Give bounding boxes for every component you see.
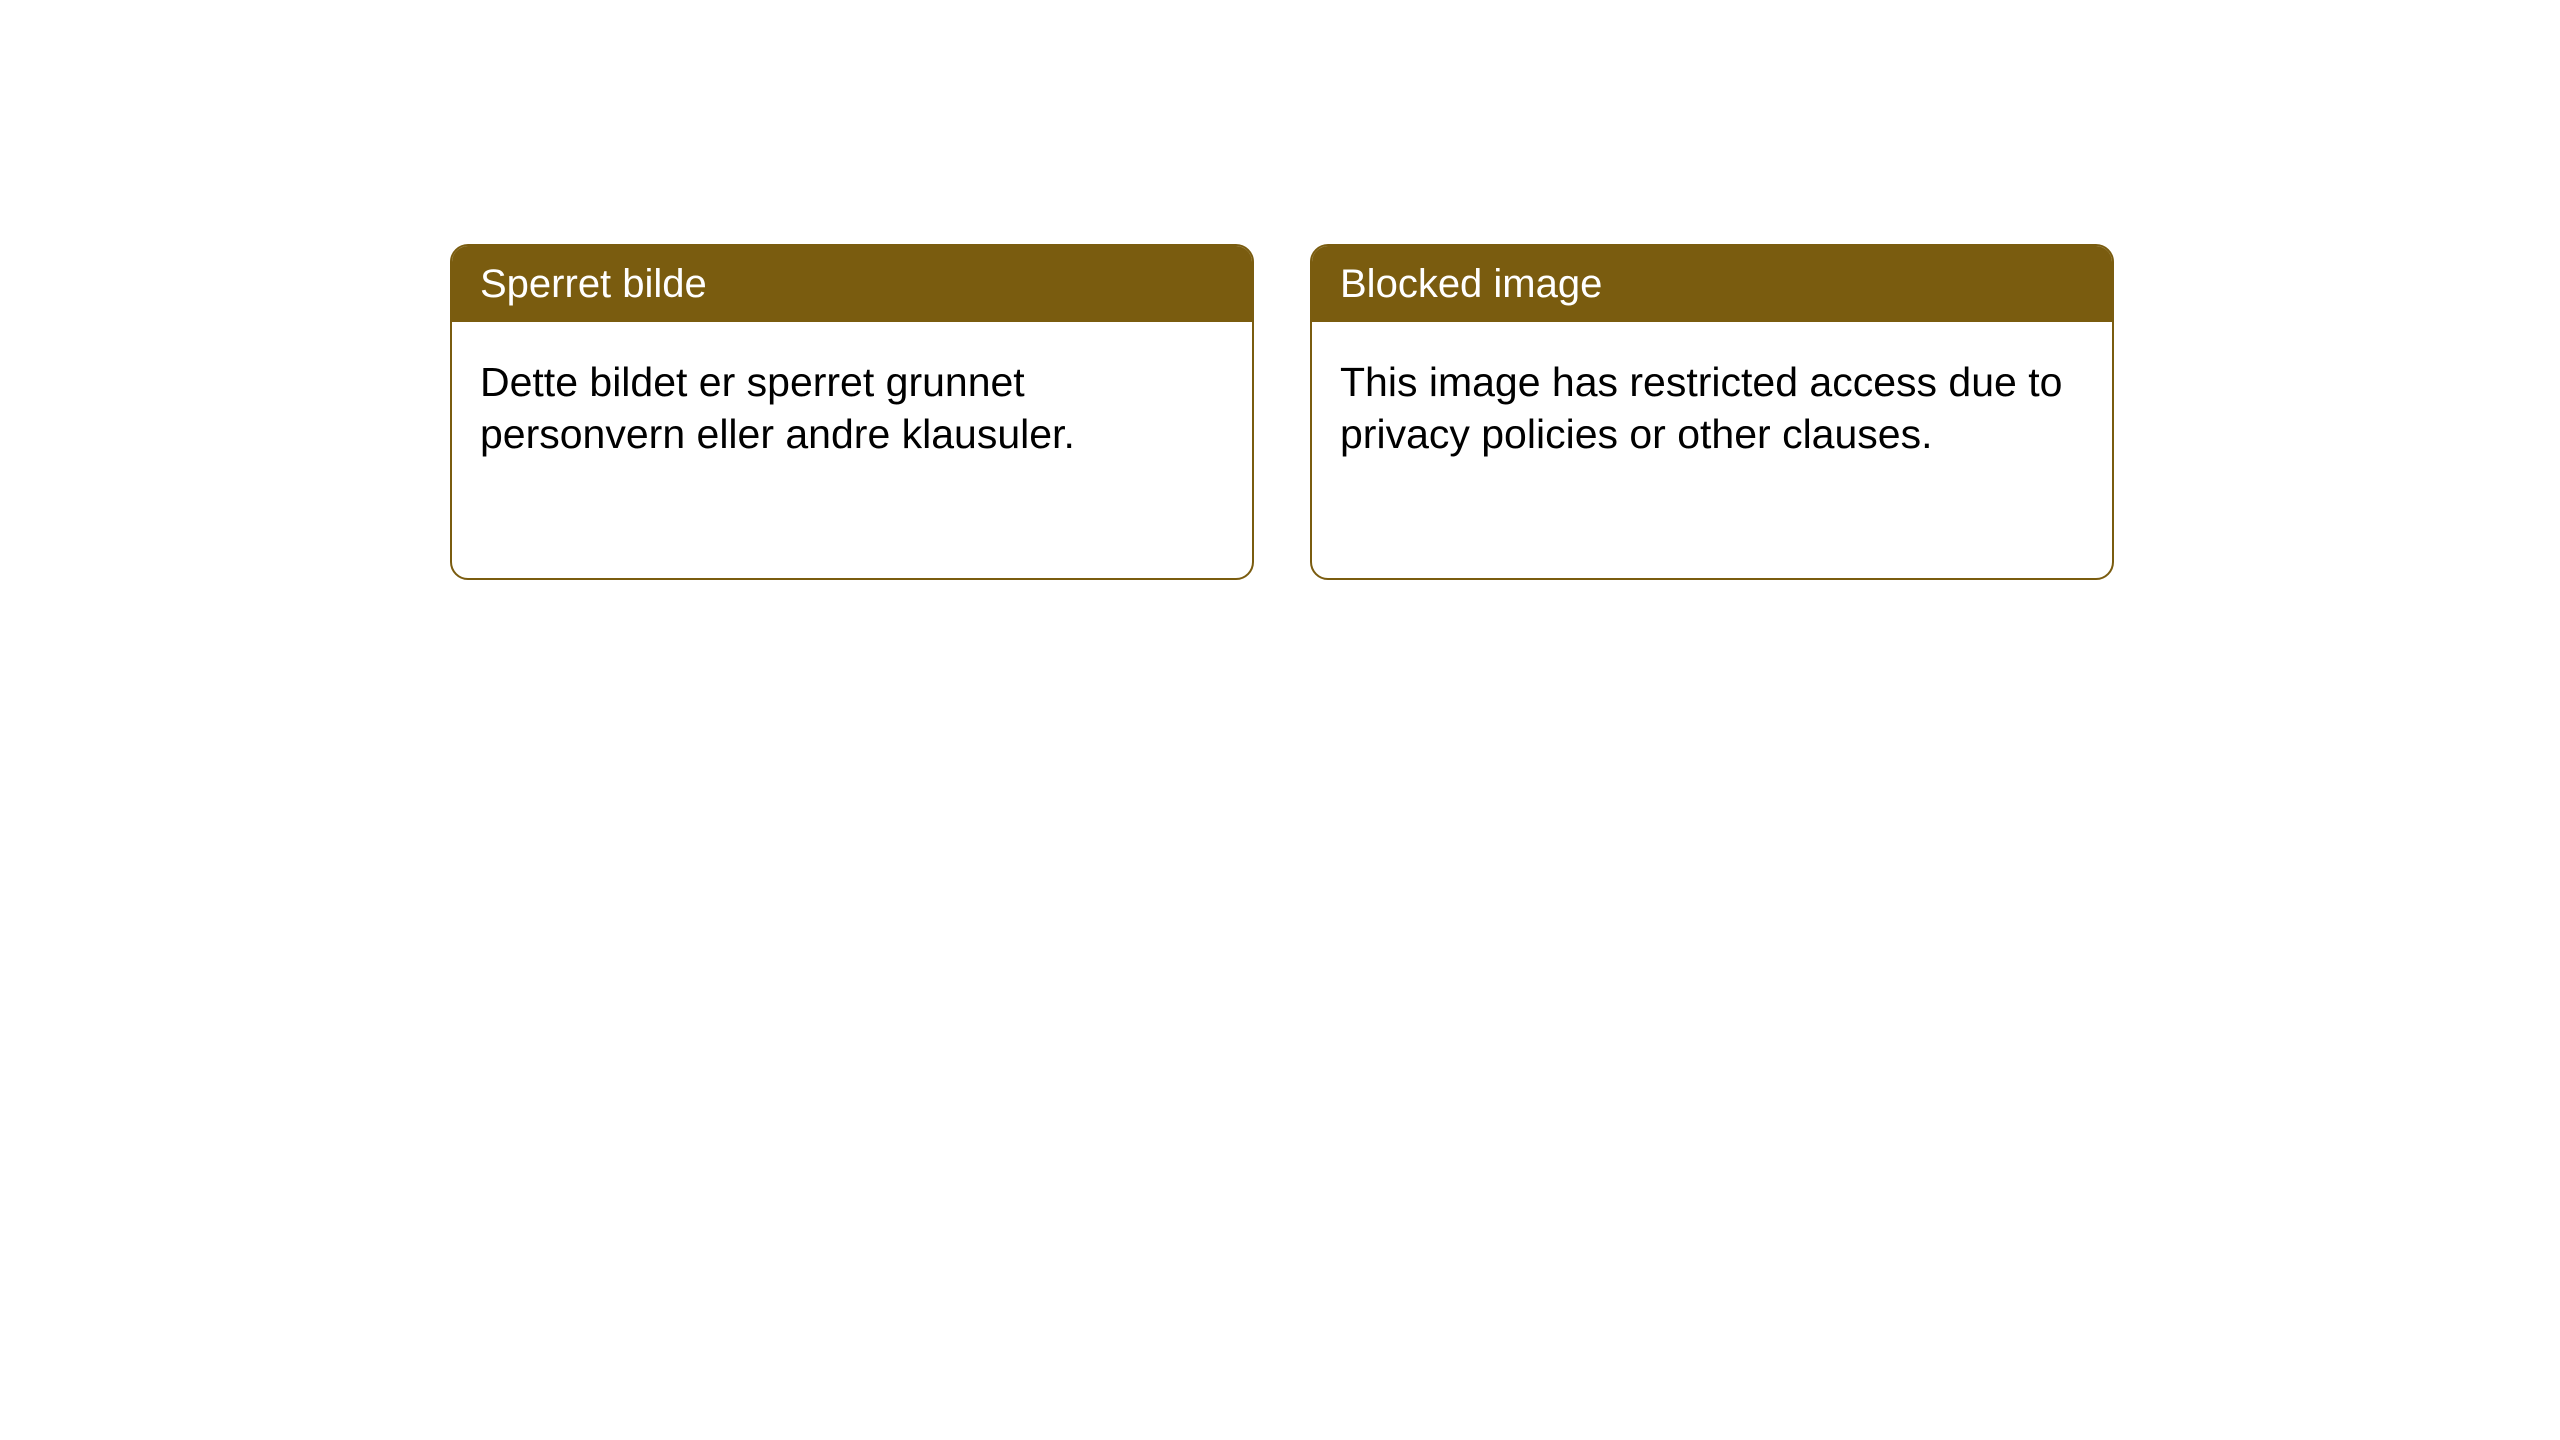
notice-card-english: Blocked image This image has restricted … (1310, 244, 2114, 580)
notice-header: Sperret bilde (452, 246, 1252, 322)
notice-title: Blocked image (1340, 262, 1602, 306)
notice-body: This image has restricted access due to … (1312, 322, 2112, 495)
notice-header: Blocked image (1312, 246, 2112, 322)
notice-body: Dette bildet er sperret grunnet personve… (452, 322, 1252, 495)
notice-body-text: Dette bildet er sperret grunnet personve… (480, 359, 1075, 457)
notice-body-text: This image has restricted access due to … (1340, 359, 2062, 457)
notice-title: Sperret bilde (480, 262, 707, 306)
notice-card-norwegian: Sperret bilde Dette bildet er sperret gr… (450, 244, 1254, 580)
blocked-image-notices: Sperret bilde Dette bildet er sperret gr… (450, 244, 2114, 580)
